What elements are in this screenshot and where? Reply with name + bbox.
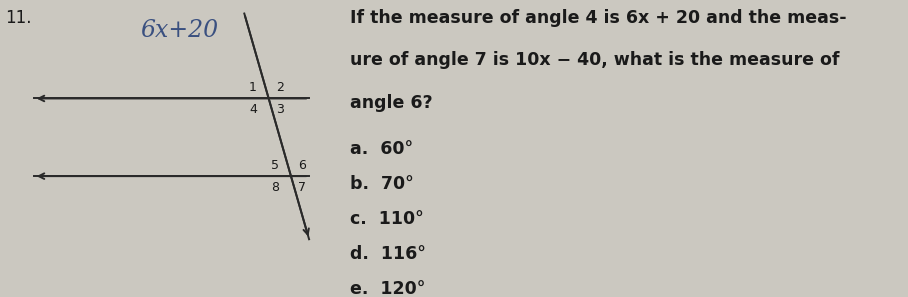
Text: angle 6?: angle 6? [350, 94, 432, 112]
Text: b.  70°: b. 70° [350, 175, 413, 193]
Text: If the measure of angle 4 is 6x + 20 and the meas-: If the measure of angle 4 is 6x + 20 and… [350, 9, 846, 27]
Text: 2: 2 [276, 81, 284, 94]
Text: 6x+20: 6x+20 [141, 19, 219, 42]
Text: 1: 1 [249, 81, 257, 94]
Text: 4: 4 [249, 103, 257, 116]
Text: c.  110°: c. 110° [350, 210, 423, 228]
Text: 3: 3 [276, 103, 284, 116]
Text: d.  116°: d. 116° [350, 245, 426, 263]
Text: 6: 6 [298, 159, 306, 172]
Text: ure of angle 7 is 10x − 40, what is the measure of: ure of angle 7 is 10x − 40, what is the … [350, 51, 839, 69]
Text: e.  120°: e. 120° [350, 280, 425, 297]
Text: 5: 5 [271, 159, 280, 172]
Text: a.  60°: a. 60° [350, 140, 413, 158]
Text: 8: 8 [271, 181, 280, 194]
Text: 7: 7 [298, 181, 306, 194]
Text: 11.: 11. [5, 9, 32, 27]
